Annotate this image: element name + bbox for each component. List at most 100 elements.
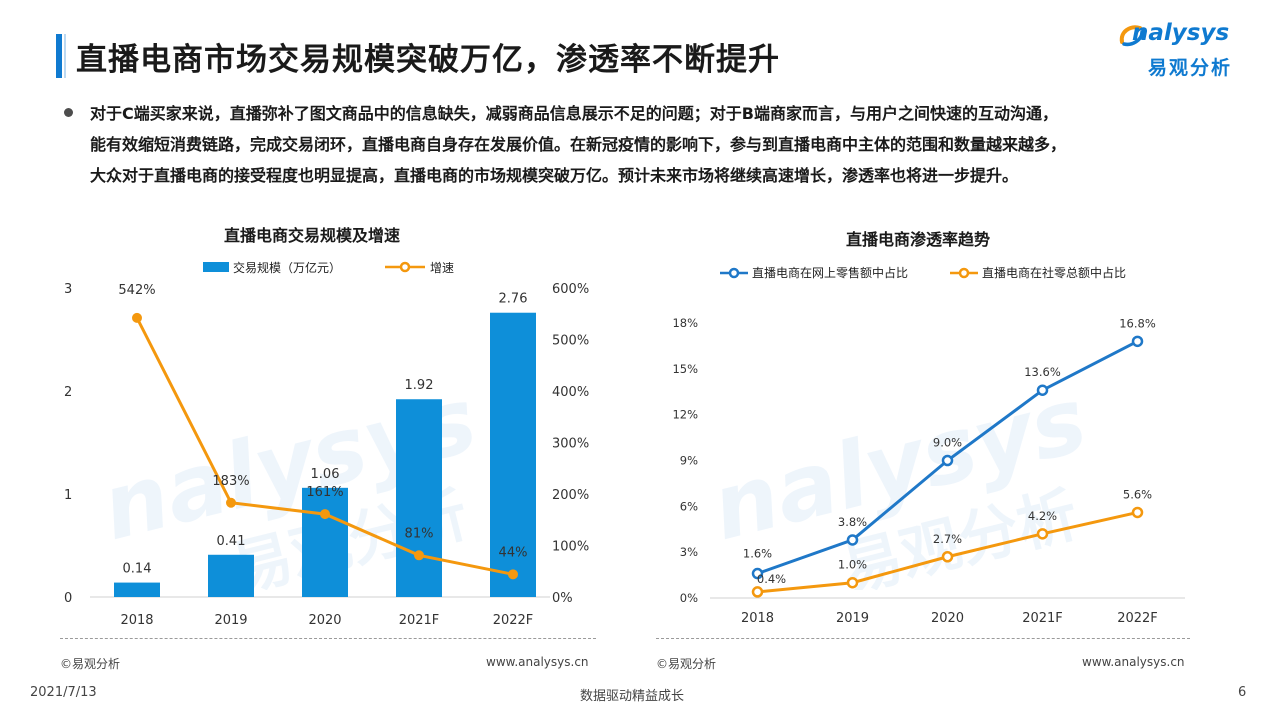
intro-paragraph: 对于C端买家来说，直播弥补了图文商品中的信息缺失，减弱商品信息展示不足的问题；对… <box>90 98 1240 191</box>
logo-cn-text: 易观分析 <box>1148 57 1233 79</box>
y-right-tick: 100% <box>552 540 589 555</box>
y-tick: 6% <box>680 499 698 513</box>
penetration-value-label: 1.6% <box>743 547 772 561</box>
y-right-tick: 400% <box>552 385 589 400</box>
x-tick-label: 2018 <box>741 611 774 626</box>
penetration-value-label: 9.0% <box>933 436 962 450</box>
y-tick: 12% <box>672 408 698 422</box>
growth-value-label: 44% <box>499 545 528 560</box>
x-tick-label: 2021F <box>1022 611 1063 626</box>
growth-point <box>320 509 330 520</box>
penetration-point <box>846 576 859 589</box>
chart1-svg: 交易规模（万亿元） 增速 0 1 2 3 0% 100% 200% 300% 400% 500% 600… <box>64 260 589 628</box>
paragraph-line-1: 对于C端买家来说，直播弥补了图文商品中的信息缺失，减弱商品信息展示不足的问题；对… <box>90 104 1058 123</box>
bar <box>302 487 348 597</box>
bar-value-label: 0.14 <box>123 562 152 577</box>
y-tick: 3% <box>680 545 698 559</box>
penetration-point <box>1036 528 1049 540</box>
y-tick: 0% <box>680 591 698 605</box>
chart2-divider <box>656 638 1190 639</box>
chart1-title: 直播电商交易规模及增速 <box>224 226 401 245</box>
growth-value-label: 183% <box>212 474 249 489</box>
penetration-value-label: 1.0% <box>838 558 867 572</box>
penetration-point <box>1131 335 1144 348</box>
bar-value-label: 2.76 <box>499 292 528 307</box>
y-tick: 15% <box>672 362 698 376</box>
growth-point <box>226 497 236 508</box>
chart1-site: www.analysys.cn <box>486 655 589 669</box>
chart2-title: 直播电商渗透率趋势 <box>846 230 991 249</box>
penetration-value-label: 2.7% <box>933 532 962 546</box>
y-right-tick: 0% <box>552 591 573 606</box>
legend-bar-label: 交易规模（万亿元） <box>233 260 341 275</box>
page-title: 直播电商市场交易规模突破万亿，渗透率不断提升 <box>76 42 780 78</box>
legend-series-label: 直播电商在社零总额中占比 <box>982 265 1126 280</box>
bar <box>396 399 442 597</box>
penetration-value-label: 16.8% <box>1119 316 1156 330</box>
growth-point <box>508 569 518 580</box>
legend-line-label: 增速 <box>430 261 454 275</box>
growth-value-label: 81% <box>405 526 434 541</box>
growth-value-label: 161% <box>306 485 343 500</box>
y-right-tick: 200% <box>552 488 589 503</box>
x-tick-label: 2018 <box>120 613 153 628</box>
footer-date: 2021/7/13 <box>30 685 97 700</box>
bar <box>490 312 536 597</box>
y-left-tick: 2 <box>64 385 72 400</box>
y-tick: 9% <box>680 454 698 468</box>
penetration-point <box>941 454 954 467</box>
penetration-value-label: 3.8% <box>838 515 867 529</box>
legend-bar-swatch <box>203 262 229 272</box>
bar-value-label: 0.41 <box>217 534 246 549</box>
y-right-tick: 300% <box>552 437 589 452</box>
penetration-point <box>751 567 764 580</box>
legend-line-marker <box>958 267 970 279</box>
growth-point <box>414 550 424 561</box>
penetration-point <box>846 534 859 546</box>
legend-line-marker <box>728 267 740 279</box>
penetration-point <box>1131 506 1144 519</box>
y-tick: 18% <box>672 316 698 330</box>
chart2-site: www.analysys.cn <box>1082 655 1185 669</box>
x-tick-label: 2022F <box>1117 611 1158 626</box>
growth-value-label: 542% <box>118 283 155 298</box>
y-right-tick: 500% <box>552 334 589 349</box>
penetration-value-label: 13.6% <box>1024 365 1061 379</box>
y-left-tick: 0 <box>64 591 72 606</box>
x-tick-label: 2019 <box>836 611 869 626</box>
chart1-divider <box>60 638 596 639</box>
paragraph-line-3: 大众对于直播电商的接受程度也明显提高，直播电商的市场规模突破万亿。预计未来市场将… <box>90 166 1019 185</box>
bar-value-label: 1.06 <box>311 467 340 482</box>
bullet-dot <box>64 108 73 117</box>
logo-wordmark: nalysys <box>1132 20 1230 46</box>
x-tick-label: 2020 <box>931 611 964 626</box>
footer-slogan: 数据驱动精益成长 <box>580 689 685 704</box>
bar <box>208 554 254 597</box>
paragraph-line-2: 能有效缩短消费链路，完成交易闭环，直播电商自身存在发展价值。在新冠疫情的影响下，… <box>90 135 1067 154</box>
chart2-svg: 直播电商在网上零售额中占比 直播电商在社零总额中占比 0% 3% 6% 9% 12% 15% 1… <box>672 265 1185 626</box>
penetration-value-label: 5.6% <box>1123 487 1152 501</box>
penetration-value-label: 0.4% <box>757 572 786 586</box>
penetration-point <box>941 551 954 563</box>
bar <box>114 582 160 597</box>
penetration-point <box>751 586 764 598</box>
title-accent-bar <box>56 34 62 78</box>
analysys-logo: nalysys 易观分析 <box>1118 20 1248 84</box>
footer-page-number: 6 <box>1238 685 1247 700</box>
legend-series-label: 直播电商在网上零售额中占比 <box>752 265 908 280</box>
bar-value-label: 1.92 <box>405 378 434 393</box>
x-tick-label: 2021F <box>399 613 440 628</box>
y-left-tick: 3 <box>64 282 72 297</box>
y-left-tick: 1 <box>64 488 72 503</box>
growth-point <box>132 312 142 323</box>
penetration-value-label: 4.2% <box>1028 509 1057 523</box>
logo-swoosh-icon <box>1119 25 1144 47</box>
title-accent-bar-light <box>64 34 66 78</box>
chart2-source: ©易观分析 <box>656 657 717 671</box>
legend-line-marker <box>399 261 411 273</box>
x-tick-label: 2022F <box>493 613 534 628</box>
x-tick-label: 2019 <box>214 613 247 628</box>
penetration-point <box>1036 384 1049 396</box>
y-right-tick: 600% <box>552 282 589 297</box>
chart1-source: ©易观分析 <box>60 657 121 671</box>
